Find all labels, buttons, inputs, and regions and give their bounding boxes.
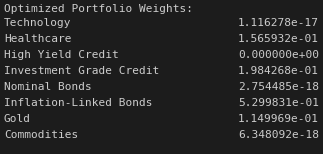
Text: 6.348092e-18: 6.348092e-18 [238,130,319,140]
Text: Technology: Technology [4,18,71,28]
Text: 1.149969e-01: 1.149969e-01 [238,114,319,124]
Text: Optimized Portfolio Weights:: Optimized Portfolio Weights: [4,4,193,14]
Text: Gold: Gold [4,114,31,124]
Text: 0.000000e+00: 0.000000e+00 [238,50,319,60]
Text: Inflation-Linked Bonds: Inflation-Linked Bonds [4,98,152,108]
Text: Nominal Bonds: Nominal Bonds [4,82,92,92]
Text: Investment Grade Credit: Investment Grade Credit [4,66,159,76]
Text: 2.754485e-18: 2.754485e-18 [238,82,319,92]
Text: 1.565932e-01: 1.565932e-01 [238,34,319,44]
Text: Healthcare: Healthcare [4,34,71,44]
Text: 1.984268e-01: 1.984268e-01 [238,66,319,76]
Text: Commodities: Commodities [4,130,78,140]
Text: High Yield Credit: High Yield Credit [4,50,119,60]
Text: 5.299831e-01: 5.299831e-01 [238,98,319,108]
Text: 1.116278e-17: 1.116278e-17 [238,18,319,28]
